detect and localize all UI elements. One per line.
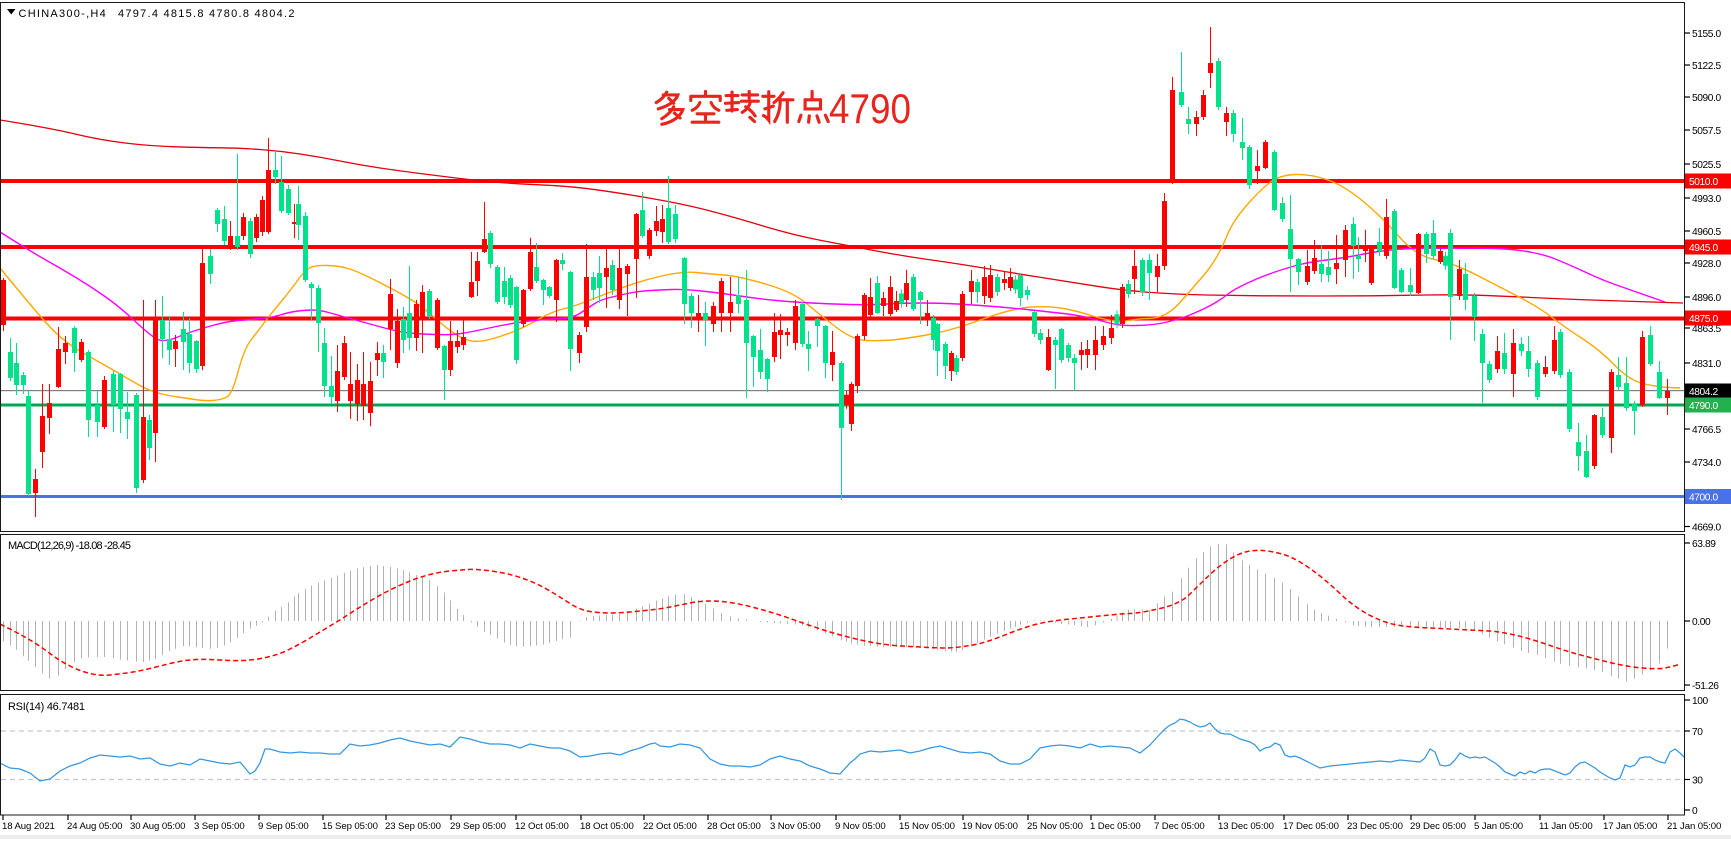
svg-text:17 Jan 05:00: 17 Jan 05:00 (1603, 821, 1657, 832)
svg-text:5025.5: 5025.5 (1692, 160, 1721, 171)
svg-text:7 Dec 05:00: 7 Dec 05:00 (1154, 821, 1205, 832)
svg-text:4896.0: 4896.0 (1692, 293, 1721, 304)
svg-text:0.00: 0.00 (1692, 617, 1711, 628)
svg-text:23 Dec 05:00: 23 Dec 05:00 (1347, 821, 1403, 832)
svg-text:15 Nov 05:00: 15 Nov 05:00 (899, 821, 955, 832)
svg-text:CHINA300-,H4 4797.4 4815.8 47: CHINA300-,H4 4797.4 4815.8 4780.8 4804.2 (19, 8, 295, 20)
svg-text:4875.0: 4875.0 (1689, 314, 1718, 325)
svg-text:17 Dec 05:00: 17 Dec 05:00 (1283, 821, 1339, 832)
svg-text:5090.0: 5090.0 (1692, 93, 1721, 104)
svg-text:15 Sep 05:00: 15 Sep 05:00 (322, 821, 378, 832)
svg-text:30: 30 (1692, 775, 1703, 786)
svg-text:12 Oct 05:00: 12 Oct 05:00 (515, 821, 569, 832)
svg-text:28 Oct 05:00: 28 Oct 05:00 (707, 821, 761, 832)
svg-text:30 Aug 05:00: 30 Aug 05:00 (130, 821, 185, 832)
svg-text:11 Jan 05:00: 11 Jan 05:00 (1539, 821, 1593, 832)
svg-text:4804.2: 4804.2 (1689, 387, 1718, 398)
svg-text:4945.0: 4945.0 (1689, 243, 1718, 254)
svg-text:4993.0: 4993.0 (1692, 194, 1721, 205)
svg-text:9 Sep 05:00: 9 Sep 05:00 (258, 821, 309, 832)
svg-text:1 Dec 05:00: 1 Dec 05:00 (1090, 821, 1141, 832)
svg-text:25 Nov 05:00: 25 Nov 05:00 (1027, 821, 1083, 832)
svg-text:5155.0: 5155.0 (1692, 29, 1721, 40)
svg-text:4928.0: 4928.0 (1692, 259, 1721, 270)
svg-text:5 Jan 05:00: 5 Jan 05:00 (1474, 821, 1523, 832)
svg-text:4669.0: 4669.0 (1692, 522, 1721, 533)
svg-text:63.89: 63.89 (1692, 539, 1716, 550)
svg-text:4766.5: 4766.5 (1692, 425, 1721, 436)
svg-text:4960.5: 4960.5 (1692, 227, 1721, 238)
svg-text:21 Jan 05:00: 21 Jan 05:00 (1667, 821, 1721, 832)
svg-text:70: 70 (1692, 727, 1703, 738)
svg-text:4863.5: 4863.5 (1692, 324, 1721, 335)
svg-text:13 Dec 05:00: 13 Dec 05:00 (1218, 821, 1274, 832)
svg-text:4831.0: 4831.0 (1692, 359, 1721, 370)
svg-text:4700.0: 4700.0 (1689, 492, 1718, 503)
svg-text:18 Aug 2021: 18 Aug 2021 (2, 821, 55, 832)
svg-text:23 Sep 05:00: 23 Sep 05:00 (385, 821, 441, 832)
svg-text:29 Sep 05:00: 29 Sep 05:00 (450, 821, 506, 832)
svg-text:29 Dec 05:00: 29 Dec 05:00 (1410, 821, 1466, 832)
svg-text:4734.0: 4734.0 (1692, 458, 1721, 469)
svg-text:100: 100 (1692, 696, 1709, 707)
svg-text:22 Oct 05:00: 22 Oct 05:00 (643, 821, 697, 832)
svg-text:5010.0: 5010.0 (1689, 177, 1718, 188)
svg-text:0: 0 (1692, 806, 1698, 817)
svg-text:18 Oct 05:00: 18 Oct 05:00 (580, 821, 634, 832)
svg-text:MACD(12,26,9) -18.08 -28.45: MACD(12,26,9) -18.08 -28.45 (8, 540, 131, 552)
svg-text:4790.0: 4790.0 (1689, 401, 1718, 412)
svg-text:3 Nov 05:00: 3 Nov 05:00 (770, 821, 821, 832)
svg-text:24 Aug 05:00: 24 Aug 05:00 (67, 821, 122, 832)
svg-text:5057.5: 5057.5 (1692, 126, 1721, 137)
svg-text:19 Nov 05:00: 19 Nov 05:00 (962, 821, 1018, 832)
svg-text:-51.26: -51.26 (1692, 681, 1719, 692)
svg-text:5122.5: 5122.5 (1692, 61, 1721, 72)
svg-text:4790: 4790 (829, 85, 911, 132)
svg-text:3 Sep 05:00: 3 Sep 05:00 (194, 821, 245, 832)
svg-text:RSI(14) 46.7481: RSI(14) 46.7481 (8, 701, 85, 713)
svg-text:9 Nov 05:00: 9 Nov 05:00 (835, 821, 886, 832)
